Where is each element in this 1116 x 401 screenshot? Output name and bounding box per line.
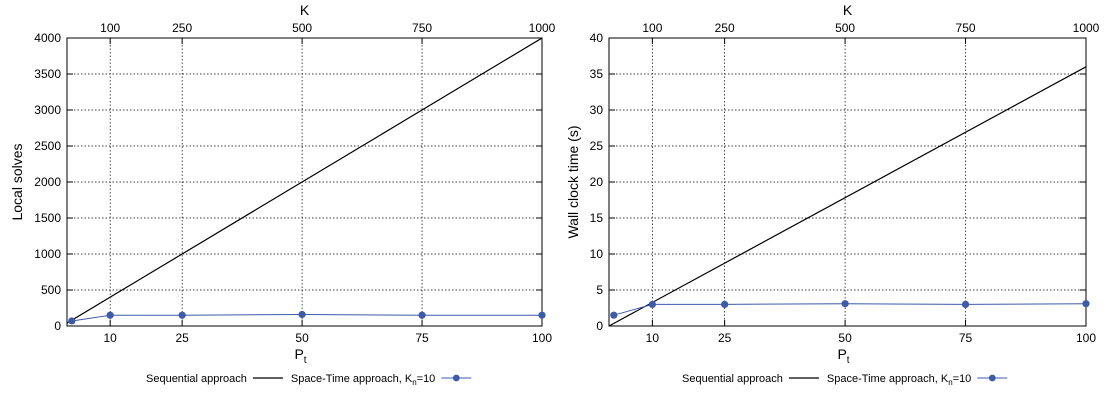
data-point — [538, 311, 546, 319]
y-tick-label: 3000 — [34, 103, 61, 117]
x-tick-label: 10 — [104, 331, 118, 345]
legend-label-space-time: Space-Time approach, Kn=10 — [291, 373, 435, 387]
data-point — [106, 311, 114, 319]
x2-tick-label: 100 — [642, 21, 662, 35]
chart-2: 0 5 10 15 20 25 30 35 40 10 25 50 75 100 100 250 500 750 1… — [565, 2, 1100, 387]
data-point — [1082, 300, 1090, 308]
data-point — [721, 300, 729, 308]
x2-tick-label: 750 — [956, 21, 976, 35]
x-axis-label-subscript: t — [304, 355, 307, 366]
x2-tick-label: 250 — [715, 21, 735, 35]
x2-tick-label: 750 — [412, 21, 432, 35]
data-point — [418, 311, 426, 319]
x2-tick-label: 500 — [835, 21, 855, 35]
y-tick-label: 0 — [596, 319, 603, 333]
y-tick-label: 35 — [590, 67, 604, 81]
data-point — [610, 311, 618, 319]
x2-tick-label: 250 — [172, 21, 192, 35]
x-axis-label: Pt — [294, 346, 306, 366]
x-tick-label: 25 — [718, 331, 732, 345]
legend-label-sequential: Sequential approach — [682, 373, 783, 385]
x-tick-label: 75 — [959, 331, 973, 345]
data-point — [298, 310, 306, 319]
x2-axis-label: K — [843, 2, 853, 18]
y-tick-label: 40 — [590, 31, 604, 45]
legend-marker-space-time — [452, 374, 460, 382]
y-tick-label: 1500 — [34, 211, 61, 225]
data-point — [178, 311, 186, 319]
x-tick-label: 10 — [646, 331, 660, 345]
x2-tick-label: 500 — [292, 21, 312, 35]
data-point — [648, 300, 656, 308]
series-line-space-time — [71, 313, 542, 322]
x-tick-label: 25 — [175, 331, 189, 345]
y-tick-label: 1000 — [34, 247, 61, 261]
x-tick-label: 100 — [532, 331, 552, 345]
x-axis-label: Pt — [837, 346, 849, 366]
x-tick-label: 100 — [1076, 331, 1096, 345]
legend-tail: =10 — [953, 373, 972, 385]
y-axis-label: Wall clock time (s) — [565, 125, 581, 238]
x-tick-label: 75 — [415, 331, 429, 345]
y-axis-label: Local solves — [9, 143, 25, 220]
y-tick-label: 30 — [590, 103, 604, 117]
legend-marker-space-time — [988, 374, 996, 382]
y-tick-label: 2000 — [34, 175, 61, 189]
chart-1: 0 500 1000 1500 2000 2500 3000 3500 4000 10 25 50 75… — [9, 2, 556, 387]
series-line-space-time — [613, 303, 1086, 316]
data-point — [68, 317, 76, 325]
legend-subscript: n — [948, 378, 952, 387]
y-tick-label: 10 — [590, 247, 604, 261]
legend-subscript: n — [412, 378, 416, 387]
legend-label-sequential: Sequential approach — [146, 373, 247, 385]
y-tick-label: 25 — [590, 139, 604, 153]
x-tick-label: 50 — [295, 331, 309, 345]
x-tick-label: 50 — [838, 331, 852, 345]
series-line-sequential — [67, 38, 542, 324]
y-tick-label: 500 — [41, 283, 61, 297]
legend-label-space-time: Space-Time approach, Kn=10 — [827, 373, 971, 387]
y-tick-label: 15 — [590, 211, 604, 225]
x2-tick-label: 100 — [100, 21, 120, 35]
y-tick-label: 0 — [54, 319, 61, 333]
x-axis-label-subscript: t — [847, 355, 850, 366]
y-tick-label: 4000 — [34, 31, 61, 45]
legend-tail: =10 — [417, 373, 436, 385]
data-point — [961, 300, 970, 308]
y-tick-label: 5 — [596, 283, 603, 297]
x2-tick-label: 1000 — [1073, 21, 1100, 35]
y-tick-label: 3500 — [34, 67, 61, 81]
x2-tick-label: 1000 — [529, 21, 556, 35]
data-point — [841, 300, 849, 308]
y-tick-label: 20 — [590, 175, 604, 189]
x2-axis-label: K — [300, 2, 310, 18]
y-tick-label: 2500 — [34, 139, 61, 153]
series-line-sequential — [609, 66, 1086, 326]
